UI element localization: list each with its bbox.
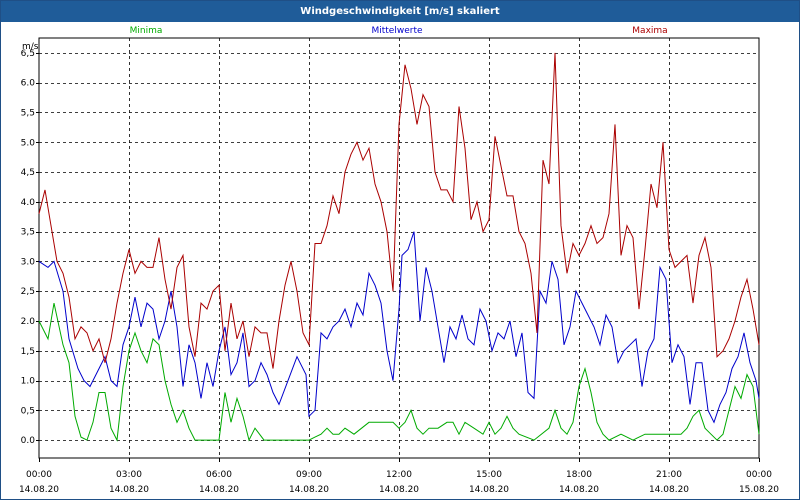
y-tick-label: 0,5 bbox=[21, 406, 35, 416]
y-tick-label: 1.0 bbox=[21, 377, 36, 387]
y-axis: 6,5 6.0 5,5 5.0 4,5 4.0 3,5 3.0 2,5 2.0 1,5 1.0 0,5 0… bbox=[21, 49, 39, 446]
x-tick-date: 14.08.20 bbox=[469, 485, 509, 495]
x-tick-time: 00:00 bbox=[746, 470, 772, 480]
y-tick-label: 5.0 bbox=[21, 138, 36, 148]
series-line-maxima bbox=[38, 52, 760, 369]
series-lines bbox=[38, 52, 760, 442]
y-tick-label: 3,5 bbox=[21, 228, 35, 238]
x-tick-date: 14.08.20 bbox=[559, 485, 599, 495]
x-tick-date: 14.08.20 bbox=[289, 485, 329, 495]
x-tick-date: 14.08.20 bbox=[199, 485, 239, 495]
series-line-minima bbox=[38, 302, 760, 442]
x-tick-time: 06:00 bbox=[206, 470, 232, 480]
y-tick-label: 2.0 bbox=[21, 317, 36, 327]
legend-maxima: Maxima bbox=[632, 26, 667, 36]
legend: Minima Mittelwerte Maxima bbox=[130, 26, 668, 36]
window-title: Windgeschwindigkeit [m/s] skaliert bbox=[1, 1, 799, 22]
y-tick-label: 4,5 bbox=[21, 168, 35, 178]
x-tick-date: 14.08.20 bbox=[109, 485, 149, 495]
legend-mittelwerte: Mittelwerte bbox=[371, 26, 422, 36]
x-tick-date: 14.08.20 bbox=[649, 485, 689, 495]
y-tick-label: 5,5 bbox=[21, 108, 35, 118]
x-tick-time: 03:00 bbox=[116, 470, 142, 480]
x-tick-time: 09:00 bbox=[296, 470, 322, 480]
y-tick-label: 4.0 bbox=[21, 198, 36, 208]
x-tick-date: 14.08.20 bbox=[19, 485, 59, 495]
legend-minima: Minima bbox=[130, 26, 163, 36]
x-tick-date: 14.08.20 bbox=[379, 485, 419, 495]
x-tick-date: 15.08.20 bbox=[739, 485, 779, 495]
y-tick-label: 1,5 bbox=[21, 347, 35, 357]
grid-lines bbox=[39, 38, 759, 458]
y-tick-label: 6.0 bbox=[21, 79, 36, 89]
y-tick-label: 0.0 bbox=[21, 436, 36, 446]
x-axis: 00:00 14.08.20 03:00 14.08.20 06:00 14.08.20 0… bbox=[19, 458, 779, 495]
y-tick-label: 3.0 bbox=[21, 257, 36, 267]
x-tick-time: 18:00 bbox=[566, 470, 592, 480]
x-tick-time: 15:00 bbox=[476, 470, 502, 480]
x-tick-time: 00:00 bbox=[26, 470, 52, 480]
plot-area bbox=[38, 37, 760, 459]
x-tick-time: 12:00 bbox=[386, 470, 412, 480]
y-tick-label: 2,5 bbox=[21, 287, 35, 297]
plot-frame bbox=[38, 37, 760, 459]
y-tick-label: 6,5 bbox=[21, 49, 35, 59]
x-tick-time: 21:00 bbox=[656, 470, 682, 480]
y-axis-label: m/s bbox=[22, 42, 39, 52]
